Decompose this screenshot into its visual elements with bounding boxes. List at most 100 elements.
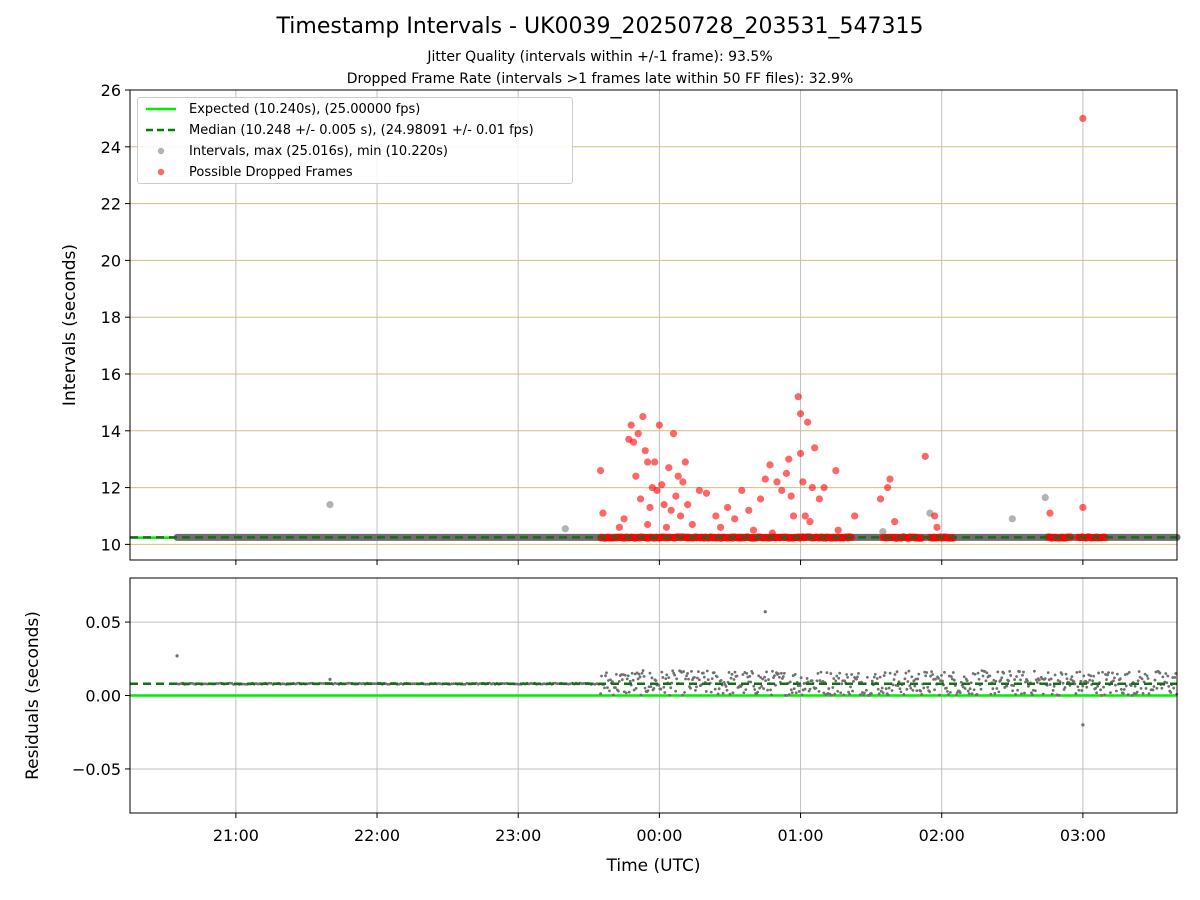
- residual-spread-point: [912, 679, 916, 683]
- residual-spread-point: [735, 674, 739, 678]
- residual-spread-point: [713, 687, 717, 691]
- residuals-ytick-label-0: 0.05: [85, 613, 121, 632]
- residual-spread-point: [719, 679, 723, 682]
- residual-spread-point: [1043, 677, 1047, 681]
- residual-spread-point: [773, 674, 776, 678]
- dropped-frame-point-38: [738, 486, 746, 495]
- residual-spread-point: [895, 670, 899, 674]
- residual-spread-point: [1113, 676, 1116, 680]
- residual-spread-point: [863, 691, 866, 695]
- residual-spread-point: [729, 676, 733, 680]
- residual-spread-point: [663, 691, 667, 694]
- residual-spread-point: [876, 687, 880, 691]
- residual-spread-point: [1152, 685, 1156, 688]
- residual-spread-point: [756, 690, 760, 694]
- dropped-frame-point-33: [702, 489, 711, 497]
- dropped-frame-point-54: [799, 478, 807, 486]
- residual-spread-point: [731, 691, 735, 695]
- dropped-frame-point-44: [768, 529, 776, 537]
- dropped-frame-point-43: [766, 461, 774, 469]
- residual-spread-point: [604, 674, 607, 678]
- residual-spread-point: [841, 679, 845, 683]
- residual-spread-point: [1146, 677, 1150, 680]
- dropped-frame-point-2: [615, 523, 623, 531]
- dropped-frame-rate-subtitle: Dropped Frame Rate (intervals >1 frames …: [346, 71, 854, 87]
- residual-spread-point: [744, 688, 748, 692]
- residual-spread-point: [1139, 686, 1143, 690]
- residual-spread-point: [945, 686, 948, 690]
- dropped-frame-point-45: [773, 478, 781, 486]
- residual-spread-point: [898, 687, 902, 691]
- residual-spread-point: [857, 671, 860, 675]
- residual-spread-point: [1155, 686, 1159, 690]
- residual-spread-point: [819, 670, 823, 674]
- residual-spread-point: [613, 686, 617, 690]
- residual-spread-point: [1099, 688, 1102, 692]
- dropped-frame-point-36: [724, 503, 732, 512]
- residual-spread-point: [770, 693, 773, 697]
- residual-spread-point: [827, 687, 831, 690]
- dropped-frame-point-65: [876, 495, 885, 503]
- residual-spread-point: [1114, 689, 1118, 693]
- residual-spread-point: [728, 692, 732, 696]
- residual-spread-point: [1100, 694, 1103, 697]
- residual-spread-point: [1145, 674, 1149, 678]
- interval-point-0: [326, 501, 334, 509]
- residual-spread-point: [684, 677, 687, 681]
- residual-spread-point: [792, 687, 796, 691]
- residual-spread-point: [637, 672, 641, 676]
- residual-spread-point: [696, 670, 700, 674]
- residual-spread-point: [1032, 669, 1036, 673]
- residual-spread-point: [1061, 681, 1065, 685]
- residual-spread-point: [840, 682, 844, 686]
- interval-point-5: [1041, 493, 1049, 502]
- residual-spread-point: [657, 683, 661, 687]
- residual-spread-point: [608, 689, 611, 693]
- residual-spread-point: [1122, 688, 1126, 691]
- residual-spread-point: [706, 678, 710, 681]
- residual-spread-point: [909, 686, 913, 690]
- residual-spread-point: [640, 671, 644, 675]
- residual-spread-point: [701, 671, 705, 675]
- residual-spread-point: [665, 673, 669, 677]
- residual-spread-point: [1114, 683, 1117, 687]
- residual-spread-point: [797, 690, 801, 693]
- residual-spread-point: [681, 693, 684, 697]
- residual-spread-point: [1014, 692, 1017, 696]
- residual-spread-point: [766, 688, 769, 692]
- residual-spread-point: [999, 678, 1003, 682]
- residual-spread-point: [1169, 691, 1173, 694]
- residual-spread-point: [1151, 688, 1155, 692]
- residual-spread-point: [1052, 684, 1056, 688]
- residual-spread-point: [875, 677, 879, 680]
- residual-spread-point: [850, 673, 853, 676]
- residual-spread-point: [782, 671, 786, 675]
- residual-spread-point: [1136, 679, 1140, 683]
- dropped-frame-point-24: [669, 430, 678, 438]
- residual-spread-point: [829, 672, 833, 675]
- residual-spread-point: [686, 672, 689, 675]
- intervals-data-layer: [130, 114, 1181, 542]
- residual-spread-point: [1074, 692, 1078, 695]
- residual-spread-point: [1164, 672, 1168, 675]
- dropped-frame-point-51: [794, 393, 802, 401]
- dropped-frame-point-26: [674, 472, 682, 480]
- residual-spread-point: [649, 685, 653, 689]
- residual-spread-point: [976, 671, 980, 675]
- dropped-frame-point-29: [681, 458, 689, 466]
- residual-spread-point: [1046, 671, 1050, 675]
- intervals-y-ticks: 10 12 14 16 18 20 22 24 26: [101, 81, 1084, 565]
- residual-spread-point: [997, 690, 1001, 694]
- dropped-frame-point-49: [787, 492, 795, 500]
- residual-spread-point: [965, 679, 969, 683]
- dropped-frame-point-22: [665, 464, 673, 472]
- intervals-plot-frame: [129, 89, 1178, 561]
- residual-spread-point: [696, 676, 699, 680]
- residual-spread-point: [605, 671, 608, 675]
- residual-spread-point: [872, 675, 876, 679]
- dropped-frame-point-57: [806, 518, 814, 526]
- residual-spread-point: [1013, 678, 1017, 681]
- residual-spread-point: [1144, 686, 1148, 690]
- residual-spread-point: [1011, 689, 1015, 693]
